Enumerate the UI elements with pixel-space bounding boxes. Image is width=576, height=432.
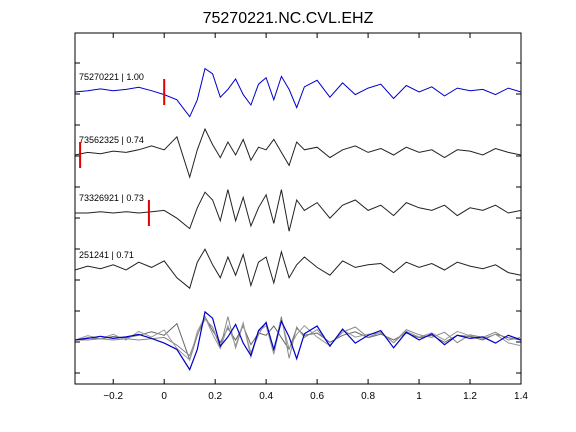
trace-label-4: 251241 | 0.71 [79, 250, 134, 260]
x-tick-label: 0.6 [310, 391, 324, 402]
trace-label-2: 73562325 | 0.74 [79, 135, 144, 145]
x-tick-label: 0.4 [259, 391, 273, 402]
trace-line-3 [75, 189, 522, 232]
x-tick-label: 0.2 [208, 391, 222, 402]
y-ticks [75, 62, 521, 374]
stack-overlay [74, 310, 522, 371]
trace-line-1 [74, 67, 522, 118]
x-tick-label: 1.4 [514, 391, 528, 402]
x-tick-label: 1.2 [463, 391, 477, 402]
trace-label-1: 75270221 | 1.00 [79, 72, 144, 82]
trace-label-3: 73326921 | 0.73 [79, 193, 144, 203]
x-tick-label: 0 [161, 391, 167, 402]
x-tick-label: 0.8 [361, 391, 375, 402]
x-axis: −0.2 0 0.2 0.4 0.6 0.8 1 1.2 1.4 [103, 33, 528, 402]
trace-line-2 [74, 127, 522, 179]
trace-group: 75270221 | 1.00 73562325 | 0.74 73326921 |… [74, 67, 522, 290]
x-tick-label: −0.2 [103, 391, 123, 402]
trace-line-4 [74, 248, 522, 290]
chart-title: 75270221.NC.CVL.EHZ [203, 10, 374, 27]
plot-frame [74, 32, 522, 385]
stack-trace [74, 310, 522, 371]
x-tick-label: 1 [416, 391, 422, 402]
